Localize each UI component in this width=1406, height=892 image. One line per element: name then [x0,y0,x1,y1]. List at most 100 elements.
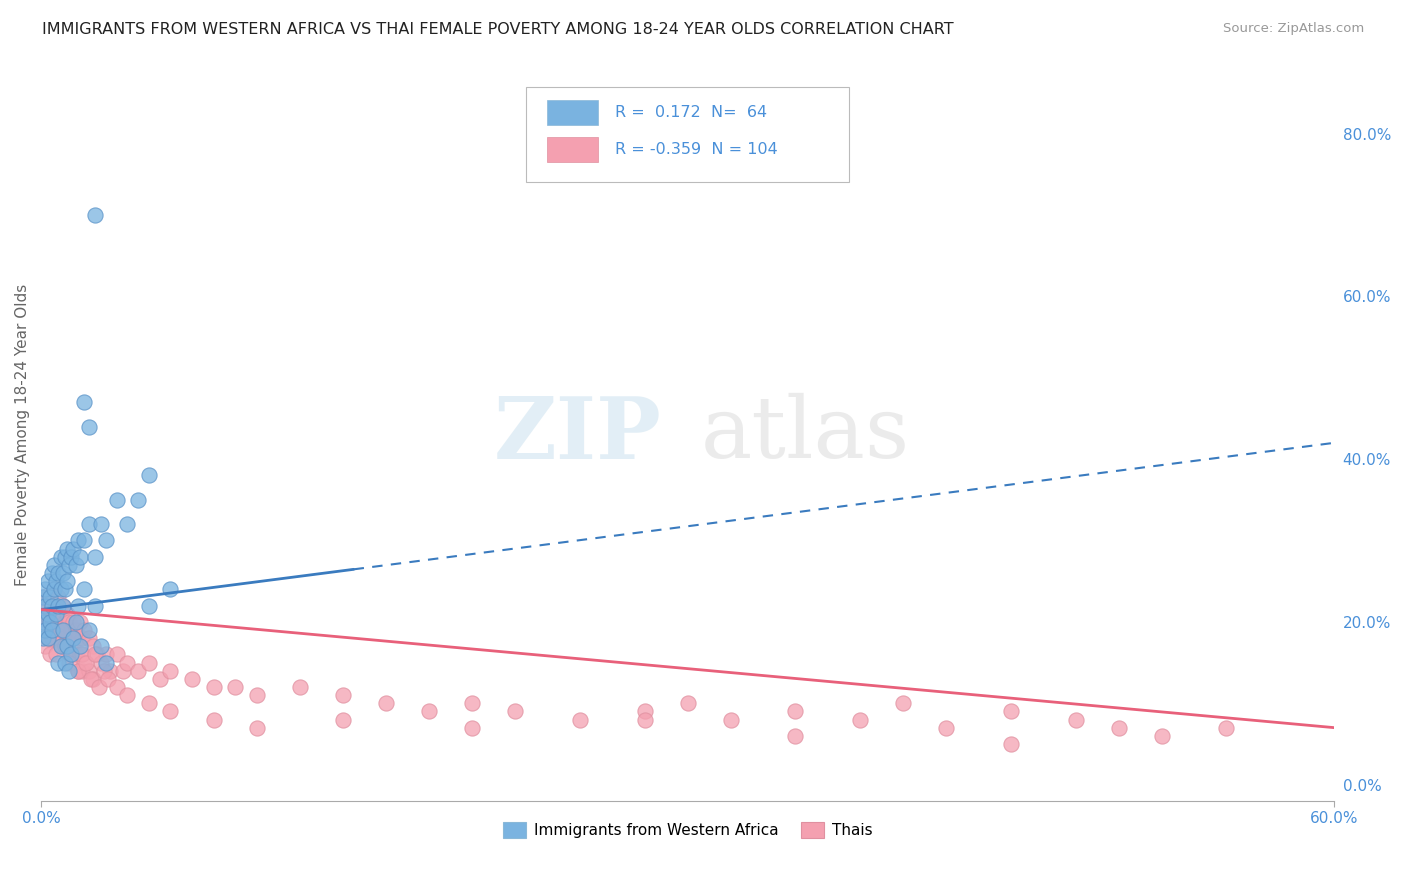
Point [58,558,80,572]
Point [77,664,100,678]
Point [56,640,79,654]
Point [58,648,80,662]
Point [86,648,108,662]
Point [52,566,75,580]
Point [48,591,70,605]
Point [1150,729,1173,743]
Point [97,672,120,686]
Point [45,631,67,645]
Point [149,672,172,686]
Point [69,640,91,654]
Point [41,566,63,580]
Point [159,664,181,678]
Point [246,688,269,702]
Point [84,648,107,662]
Point [77,623,100,637]
Point [1000,704,1022,718]
Point [105,648,128,662]
Point [70,648,93,662]
Point [127,664,149,678]
Point [38,648,60,662]
Point [56,640,79,654]
Point [69,549,91,564]
Point [65,615,87,629]
Point [374,696,396,710]
Point [52,623,75,637]
Text: Source: ZipAtlas.com: Source: ZipAtlas.com [1223,22,1364,36]
Point [48,566,70,580]
Point [66,631,89,645]
Text: atlas: atlas [700,393,910,476]
Point [34,623,56,637]
Point [32,631,55,645]
Point [224,680,246,694]
Point [52,599,75,613]
Point [73,533,96,548]
Point [34,607,56,621]
Point [73,395,96,409]
Point [62,541,84,556]
Point [70,664,93,678]
Point [1108,721,1130,735]
Point [461,721,484,735]
Point [49,623,72,637]
Point [37,607,59,621]
Point [42,558,65,572]
Point [49,549,72,564]
Point [82,640,104,654]
Point [65,648,87,662]
FancyBboxPatch shape [547,100,599,125]
Point [38,615,60,629]
Point [45,574,67,589]
Point [633,704,655,718]
Point [111,664,134,678]
Point [785,704,807,718]
Point [37,615,59,629]
Point [37,631,59,645]
Point [62,615,84,629]
Legend: Immigrants from Western Africa, Thais: Immigrants from Western Africa, Thais [496,816,879,845]
Point [34,582,56,597]
Point [77,631,100,645]
Point [503,704,526,718]
Point [138,599,160,613]
Point [94,656,117,670]
Point [246,721,269,735]
Point [48,656,70,670]
Point [62,631,84,645]
Point [32,623,55,637]
Point [849,713,872,727]
Point [58,656,80,670]
Point [49,607,72,621]
Y-axis label: Female Poverty Among 18-24 Year Olds: Female Poverty Among 18-24 Year Olds [15,284,30,586]
Point [37,574,59,589]
Point [53,640,76,654]
Text: ZIP: ZIP [494,392,662,476]
Point [48,623,70,637]
Point [77,419,100,434]
Point [181,672,204,686]
Point [32,615,55,629]
Point [60,549,83,564]
Point [117,517,139,532]
Point [49,582,72,597]
Point [117,656,139,670]
Point [32,591,55,605]
Point [891,696,914,710]
Point [90,656,112,670]
Point [73,656,96,670]
Point [62,648,84,662]
Point [41,599,63,613]
Point [1064,713,1087,727]
Point [60,623,83,637]
Point [332,713,354,727]
Point [41,631,63,645]
Point [41,623,63,637]
Point [49,640,72,654]
Point [65,558,87,572]
Point [53,640,76,654]
Point [1000,737,1022,751]
Point [56,607,79,621]
Point [41,599,63,613]
Point [69,648,91,662]
